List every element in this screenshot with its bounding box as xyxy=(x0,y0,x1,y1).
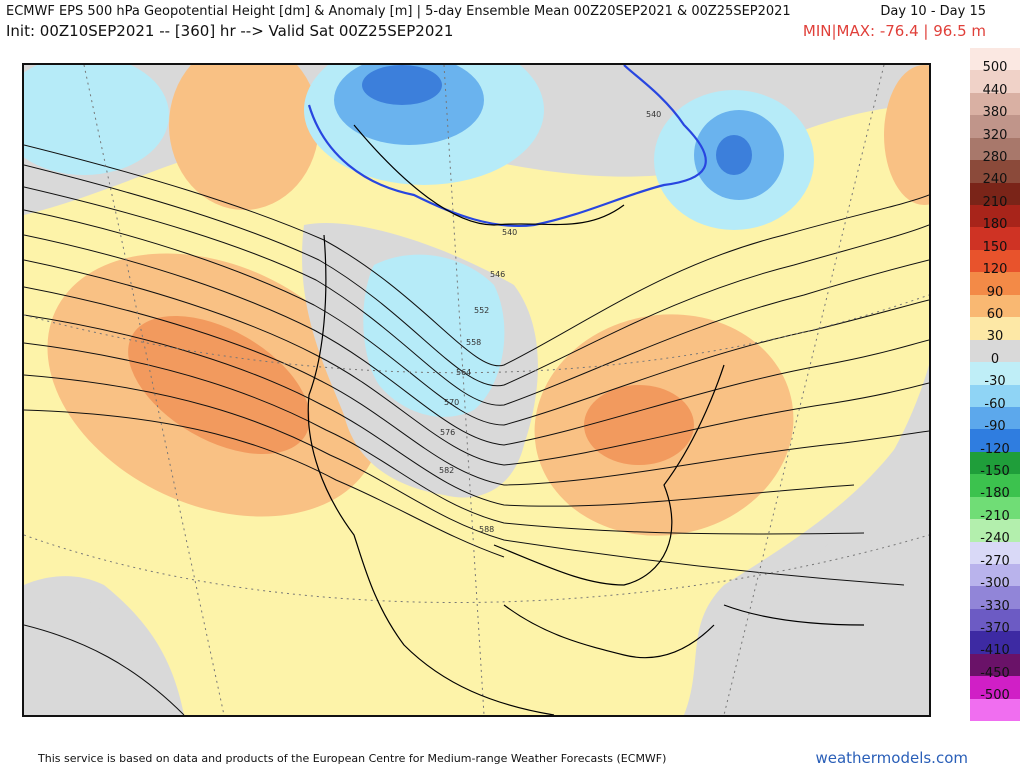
colorbar-label: 60 xyxy=(986,306,1004,322)
colorbar-swatch xyxy=(970,160,1020,184)
negative-anomaly-arctic-core xyxy=(362,65,442,105)
colorbar-swatch xyxy=(970,676,1020,700)
colorbar-label: -210 xyxy=(980,508,1010,524)
colorbar-label: 120 xyxy=(982,262,1008,278)
colorbar-label: 210 xyxy=(982,194,1008,210)
brand-link[interactable]: weathermodels.com xyxy=(815,749,968,767)
colorbar-label: 180 xyxy=(982,217,1008,233)
colorbar-swatch xyxy=(970,339,1020,363)
colorbar-label: -450 xyxy=(980,665,1010,681)
colorbar-swatch xyxy=(970,698,1020,722)
colorbar-swatch xyxy=(970,474,1020,498)
colorbar-label: 90 xyxy=(986,284,1004,300)
negative-anomaly-atlantic-core xyxy=(716,135,752,175)
colorbar-swatch xyxy=(970,653,1020,677)
colorbar-label: -150 xyxy=(980,464,1010,480)
contour-label: 570 xyxy=(444,398,459,407)
coastlines xyxy=(307,124,865,715)
colorbar-label: -180 xyxy=(980,486,1010,502)
height-contours xyxy=(24,144,929,715)
colorbar-label: 320 xyxy=(982,127,1008,143)
positive-anomaly-east-core xyxy=(584,385,694,465)
colorbar-swatch xyxy=(970,631,1020,655)
colorbar-swatch xyxy=(970,451,1020,475)
contour-540 xyxy=(307,65,707,228)
colorbar-label: -120 xyxy=(980,441,1010,457)
contour-label: 588 xyxy=(479,525,494,534)
colorbar-label: 150 xyxy=(982,239,1008,255)
colorbar-swatch xyxy=(970,227,1020,251)
chart-title: ECMWF EPS 500 hPa Geopotential Height [d… xyxy=(6,4,791,19)
colorbar-label: 440 xyxy=(982,82,1008,98)
colorbar-swatch xyxy=(970,384,1020,408)
colorbar-swatch xyxy=(970,115,1020,139)
colorbar-label: 380 xyxy=(982,105,1008,121)
neutral-anomaly-southwest xyxy=(24,585,174,715)
contour-label: 540 xyxy=(502,228,517,237)
colorbar-swatch xyxy=(970,519,1020,543)
colorbar-label: -410 xyxy=(980,643,1010,659)
contour-label: 582 xyxy=(439,466,454,475)
colorbar-swatch xyxy=(970,249,1020,273)
contour-label-group: 540 540 546 552 558 564 570 576 582 588 xyxy=(439,110,661,534)
graticule xyxy=(24,65,929,715)
colorbar-swatch xyxy=(970,294,1020,318)
colorbar-swatch xyxy=(970,362,1020,385)
colorbar-swatch xyxy=(970,48,1020,71)
positive-anomaly-bering xyxy=(169,65,319,210)
colorbar-swatch xyxy=(970,92,1020,116)
colorbar-swatch xyxy=(970,272,1020,296)
colorbar-swatch xyxy=(970,429,1020,453)
neutral-anomaly-east xyxy=(704,365,929,715)
colorbar-swatch xyxy=(970,496,1020,520)
min-max-readout: MIN|MAX: -76.4 | 96.5 m xyxy=(802,22,986,40)
negative-anomaly-nw xyxy=(24,65,169,175)
init-valid-line: Init: 00Z10SEP2021 -- [360] hr --> Valid… xyxy=(6,22,454,40)
colorbar-swatch xyxy=(970,586,1020,610)
colorbar-label: 280 xyxy=(982,149,1008,165)
colorbar-label: -370 xyxy=(980,621,1010,637)
colorbar-swatch xyxy=(970,70,1020,94)
colorbar-label: -270 xyxy=(980,553,1010,569)
colorbar-label: -330 xyxy=(980,598,1010,614)
colorbar-label: 30 xyxy=(986,329,1004,345)
colorbar-swatch xyxy=(970,317,1020,341)
colorbar-label: -30 xyxy=(984,374,1006,390)
colorbar-swatch xyxy=(970,563,1020,587)
colorbar-label: 0 xyxy=(990,351,1000,367)
colorbar-label: 500 xyxy=(982,60,1008,76)
colorbar-label: 240 xyxy=(982,172,1008,188)
colorbar-label: -300 xyxy=(980,576,1010,592)
colorbar-swatch xyxy=(970,608,1020,632)
colorbar-swatch xyxy=(970,182,1020,206)
colorbar-label: -60 xyxy=(984,396,1006,412)
positive-anomaly-ne-edge xyxy=(884,65,929,205)
anomaly-colorbar: 500 440 380 320 280 240 210 180 150 120 90 60 30 0 -30… xyxy=(968,48,1020,722)
colorbar-swatch xyxy=(970,406,1020,430)
contour-label: 546 xyxy=(490,270,505,279)
contour-label: 540 xyxy=(646,110,661,119)
colorbar-swatch xyxy=(970,137,1020,161)
contour-label: 564 xyxy=(456,368,471,377)
contour-label: 552 xyxy=(474,306,489,315)
ecmwf-attribution: This service is based on data and produc… xyxy=(38,752,667,765)
map-canvas: 540 540 546 552 558 564 570 576 582 588 xyxy=(24,65,929,715)
colorbar-swatch xyxy=(970,205,1020,228)
colorbar-swatch xyxy=(970,541,1020,565)
colorbar-label: -240 xyxy=(980,531,1010,547)
day-range-label: Day 10 - Day 15 xyxy=(880,4,986,19)
forecast-map: 540 540 546 552 558 564 570 576 582 588 xyxy=(22,63,931,717)
colorbar-label: -500 xyxy=(980,688,1010,704)
contour-label: 558 xyxy=(466,338,481,347)
contour-label: 576 xyxy=(440,428,455,437)
colorbar-label: -90 xyxy=(984,419,1006,435)
